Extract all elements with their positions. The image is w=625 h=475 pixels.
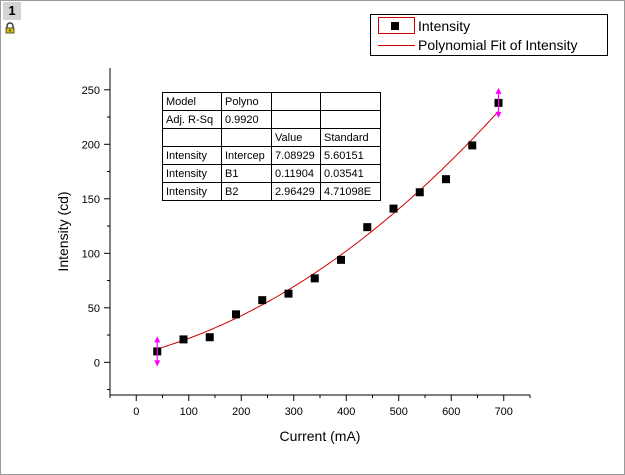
data-points xyxy=(153,98,503,356)
range-arrows xyxy=(154,87,502,367)
fit-table-cell: Intercep xyxy=(221,146,272,165)
data-point xyxy=(415,188,424,197)
data-point xyxy=(232,310,240,319)
fit-table-row: Intensity B2 2.96429 4.71098E xyxy=(162,182,381,201)
legend-square-marker-icon xyxy=(391,22,399,30)
fit-table-cell xyxy=(271,110,321,129)
axes: 0 100 200 300 400 500 600 700 0 50 100 150 200 250 xyxy=(82,68,531,418)
x-tick-label: 300 xyxy=(285,406,303,418)
x-tick-label: 400 xyxy=(337,406,355,418)
data-point xyxy=(337,255,345,264)
data-point xyxy=(310,274,319,283)
data-point xyxy=(284,289,293,298)
fit-table-cell xyxy=(320,92,381,111)
data-point xyxy=(258,296,267,305)
fit-curve-line xyxy=(157,110,499,350)
data-point xyxy=(442,175,450,184)
y-tick-label: 150 xyxy=(82,194,100,206)
y-tick-label: 250 xyxy=(82,85,100,97)
fit-table-row: Adj. R-Sq 0.9920 xyxy=(162,110,381,129)
data-point xyxy=(389,204,398,213)
fit-table-cell: 4.71098E xyxy=(320,182,381,201)
range-arrow-up-icon xyxy=(154,336,161,343)
legend-item-fit: Polynomial Fit of Intensity xyxy=(371,35,607,55)
x-tick-label: 600 xyxy=(442,406,460,418)
fit-table-cell: Value xyxy=(271,128,321,147)
fit-table-row: Value Standard xyxy=(162,128,381,147)
fit-table-cell: 0.03541 xyxy=(320,164,381,183)
x-axis-title: Current (mA) xyxy=(280,428,361,444)
fit-table-cell: 0.9920 xyxy=(221,110,272,129)
fit-table-cell: Intensity xyxy=(162,146,222,165)
y-tick-label: 0 xyxy=(94,357,100,369)
y-tick-label: 200 xyxy=(82,139,100,151)
fit-table-row: Intensity B1 0.11904 0.03541 xyxy=(162,164,381,183)
fit-table-cell: Intensity xyxy=(162,182,222,201)
data-point xyxy=(363,223,372,232)
fit-table-cell: Model xyxy=(162,92,222,111)
fit-table-cell xyxy=(271,92,321,111)
legend-line-icon xyxy=(378,45,415,46)
fit-table-cell: 5.60151 xyxy=(320,146,381,165)
fit-table-cell: B2 xyxy=(221,182,272,201)
layer-number-tag[interactable]: 1 xyxy=(3,2,21,20)
fit-table-cell xyxy=(320,110,381,129)
fit-table-cell xyxy=(162,128,222,147)
legend-swatch-highlight xyxy=(378,17,415,34)
y-tick-label: 100 xyxy=(82,248,100,260)
legend-item-intensity: Intensity xyxy=(371,16,607,36)
fit-table-cell xyxy=(221,128,272,147)
data-point xyxy=(205,333,214,342)
fit-table-cell: Intensity xyxy=(162,164,222,183)
x-tick-label: 700 xyxy=(495,406,513,418)
x-tick-label: 0 xyxy=(133,406,139,418)
fit-results-table[interactable]: Model Polyno Adj. R-Sq 0.9920 Value Standard I… xyxy=(162,92,381,201)
x-tick-label: 500 xyxy=(390,406,408,418)
lock-icon[interactable] xyxy=(4,22,16,34)
legend[interactable]: Intensity Polynomial Fit of Intensity xyxy=(370,14,608,56)
data-point xyxy=(468,141,477,150)
range-arrow-up-icon xyxy=(495,87,502,94)
fit-table-cell: Polyno xyxy=(221,92,272,111)
fit-table-cell: 7.08929 xyxy=(271,146,321,165)
fit-table-cell: 0.11904 xyxy=(271,164,321,183)
legend-label-fit: Polynomial Fit of Intensity xyxy=(418,37,578,53)
fit-table-cell: B1 xyxy=(221,164,272,183)
fit-table-row: Model Polyno xyxy=(162,92,381,111)
x-tick-label: 200 xyxy=(232,406,250,418)
fit-table-cell: Adj. R-Sq xyxy=(162,110,222,129)
y-tick-label: 50 xyxy=(88,303,100,315)
fit-table-cell: Standard xyxy=(320,128,381,147)
x-tick-label: 100 xyxy=(180,406,198,418)
data-point xyxy=(179,335,188,344)
fit-table-cell: 2.96429 xyxy=(271,182,321,201)
range-arrow-down-icon xyxy=(495,111,502,118)
fit-curve-group xyxy=(157,110,499,350)
y-axis-title: Intensity (cd) xyxy=(55,191,71,271)
fit-table-row: Intensity Intercep 7.08929 5.60151 xyxy=(162,146,381,165)
legend-label-intensity: Intensity xyxy=(418,18,471,34)
range-arrow-down-icon xyxy=(154,360,161,367)
